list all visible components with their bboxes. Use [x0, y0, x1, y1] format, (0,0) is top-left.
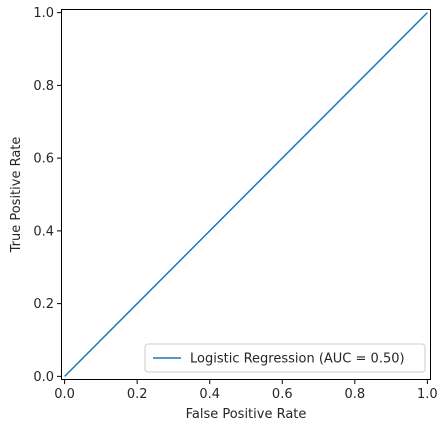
- y-axis-title: True Positive Rate: [9, 137, 24, 254]
- y-tick-label: 0.6: [33, 152, 54, 167]
- y-tick-label: 1.0: [33, 6, 54, 21]
- x-tick-label: 1.0: [417, 387, 438, 402]
- series-layer: [64, 12, 428, 377]
- x-axis-ticks: 0.0 0.2 0.4 0.6 0.8 1.0: [54, 380, 438, 402]
- legend-box: [144, 343, 426, 373]
- x-tick-label: 0.4: [199, 387, 220, 402]
- legend: Logistic Regression (AUC = 0.50): [144, 343, 426, 373]
- x-tick-label: 0.8: [344, 387, 365, 402]
- legend-label: Logistic Regression (AUC = 0.50): [190, 352, 405, 367]
- series-line-0: [64, 12, 428, 377]
- plot-frame: [61, 9, 431, 380]
- x-tick-label: 0.6: [272, 387, 293, 402]
- y-tick-label: 0.0: [33, 370, 54, 385]
- y-tick-label: 0.2: [33, 297, 54, 312]
- y-axis-ticks: 0.0 0.2 0.4 0.6 0.8 1.0: [33, 6, 61, 385]
- y-tick-label: 0.4: [33, 224, 54, 239]
- x-axis-title: False Positive Rate: [186, 407, 307, 422]
- y-tick-label: 0.8: [33, 79, 54, 94]
- x-tick-label: 0.2: [127, 387, 148, 402]
- x-tick-label: 0.0: [54, 387, 75, 402]
